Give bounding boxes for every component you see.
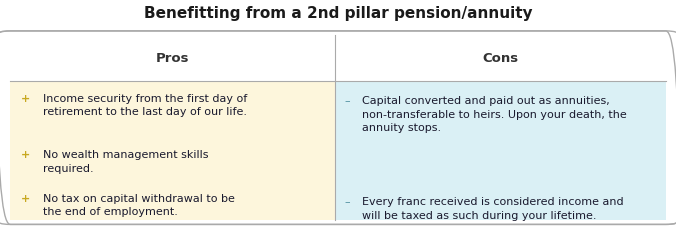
Text: Income security from the first day of
retirement to the last day of our life.: Income security from the first day of re… [43, 94, 247, 117]
Text: Benefitting from a 2nd pillar pension/annuity: Benefitting from a 2nd pillar pension/an… [144, 6, 532, 21]
Text: Cons: Cons [482, 52, 518, 65]
Text: Every franc received is considered income and
will be taxed as such during your : Every franc received is considered incom… [362, 197, 623, 221]
FancyBboxPatch shape [0, 31, 676, 224]
Text: +: + [20, 194, 30, 204]
Text: –: – [344, 96, 349, 106]
Text: Pros: Pros [155, 52, 189, 65]
Text: Capital converted and paid out as annuities,
non-transferable to heirs. Upon you: Capital converted and paid out as annuit… [362, 96, 627, 133]
Bar [335, 81, 666, 220]
Text: +: + [20, 94, 30, 104]
Bar [10, 81, 335, 220]
Text: No tax on capital withdrawal to be
the end of employment.: No tax on capital withdrawal to be the e… [43, 194, 235, 217]
Text: +: + [20, 150, 30, 160]
Text: –: – [344, 197, 349, 207]
Text: No wealth management skills
required.: No wealth management skills required. [43, 150, 208, 174]
